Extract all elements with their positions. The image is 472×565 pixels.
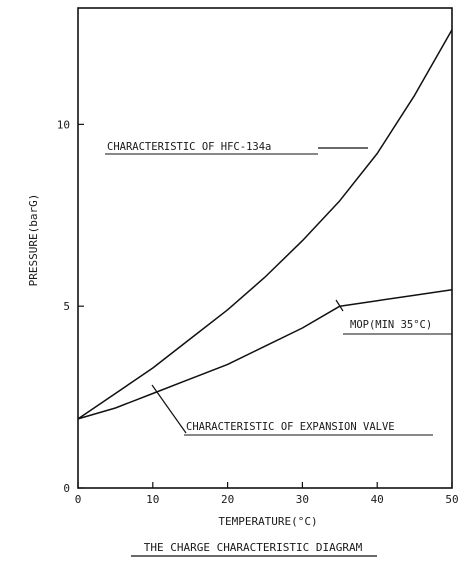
- x-tick-label: 20: [221, 493, 234, 506]
- annotation-pointer-mop: [335, 299, 344, 312]
- y-tick-label: 5: [63, 300, 70, 313]
- series-group: [77, 29, 453, 420]
- x-tick-label: 0: [75, 493, 82, 506]
- plot-axes: [77, 7, 453, 489]
- annotation-valve-label: CHARACTERISTIC OF EXPANSION VALVE: [186, 421, 395, 433]
- x-tick-label: 10: [146, 493, 159, 506]
- annotation-hfc-label: CHARACTERISTIC OF HFC-134a: [107, 141, 271, 153]
- plot-frame: [77, 7, 453, 489]
- y-tick-label: 0: [63, 482, 70, 495]
- annotation-pointer-valve: [151, 384, 187, 434]
- y-axis-label: PRESSURE(barG): [27, 194, 40, 287]
- x-tick-label: 50: [445, 493, 458, 506]
- x-tick-label: 30: [296, 493, 309, 506]
- chart-title: THE CHARGE CHARACTERISTIC DIAGRAM: [144, 541, 363, 554]
- tick-group: 0 10 20 30 40 50 0 5 10: [57, 118, 459, 506]
- y-tick-label: 10: [57, 118, 70, 131]
- x-axis-label: TEMPERATURE(°C): [218, 515, 317, 528]
- annotation-mop-label: MOP(MIN 35°C): [350, 319, 432, 331]
- x-tick-label: 40: [371, 493, 384, 506]
- series-line-hfc-134a: [77, 29, 453, 420]
- series-line-expansion-valve: [77, 289, 453, 420]
